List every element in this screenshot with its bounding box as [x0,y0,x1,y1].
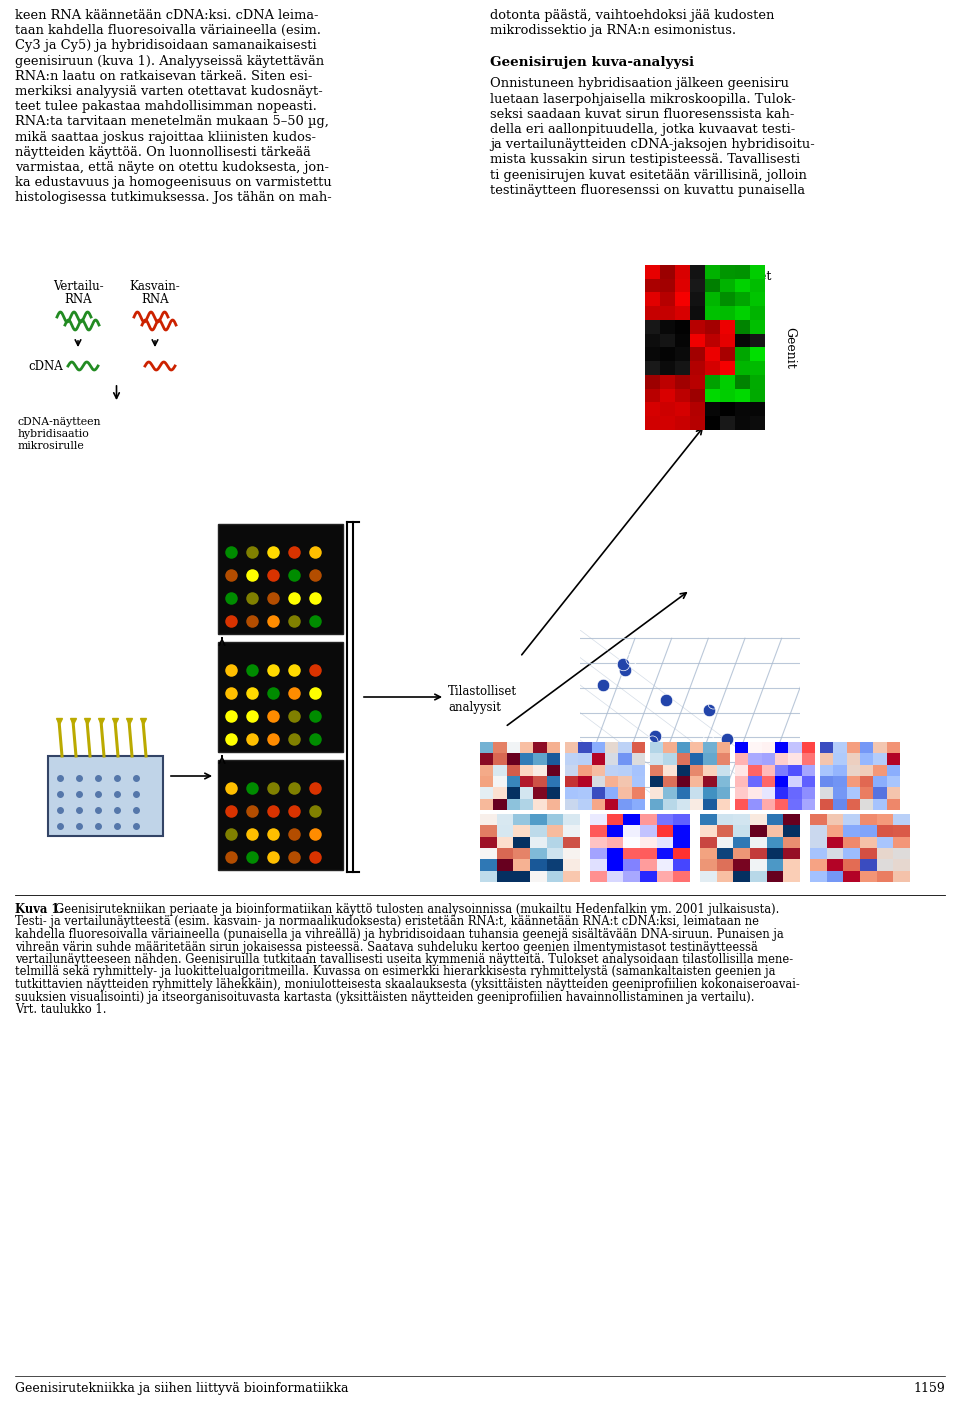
Text: hybridisaatio: hybridisaatio [18,429,89,439]
Text: Onnistuneen hybridisaation jälkeen geenisiru: Onnistuneen hybridisaation jälkeen geeni… [490,77,789,90]
Text: näytteiden käyttöä. On luonnollisesti tärkeää: näytteiden käyttöä. On luonnollisesti tä… [15,146,311,158]
Text: testinäytteen fluoresenssi on kuvattu punaisella: testinäytteen fluoresenssi on kuvattu pu… [490,184,805,196]
Text: Kasvain-: Kasvain- [130,280,180,293]
Text: mista kussakin sirun testipisteessä. Tavallisesti: mista kussakin sirun testipisteessä. Tav… [490,153,800,167]
Text: ti geenisirujen kuvat esitetään värillisinä, jolloin: ti geenisirujen kuvat esitetään värillis… [490,168,806,182]
Text: seksi saadaan kuvat sirun fluoresenssista kah-: seksi saadaan kuvat sirun fluoresenssist… [490,108,794,121]
Text: ja vertailunäytteiden cDNA-jaksojen hybridisoitu-: ja vertailunäytteiden cDNA-jaksojen hybr… [490,139,815,151]
Text: telmillä sekä ryhmittely- ja luokittelualgoritmeilla. Kuvassa on esimerkki hiera: telmillä sekä ryhmittely- ja luokittelua… [15,966,776,979]
Text: Vertailu-: Vertailu- [53,280,104,293]
Text: suuksien visualisointi) ja itseorganisoituvasta kartasta (yksittäisten näytteide: suuksien visualisointi) ja itseorganisoi… [15,990,755,1004]
Text: cDNA: cDNA [28,360,62,373]
Text: mikrodissektio ja RNA:n esimonistus.: mikrodissektio ja RNA:n esimonistus. [490,24,736,38]
Text: keen RNA käännetään cDNA:ksi. cDNA leima-: keen RNA käännetään cDNA:ksi. cDNA leima… [15,8,319,22]
Text: taan kahdella fluoresoivalla väriaineella (esim.: taan kahdella fluoresoivalla väriaineell… [15,24,321,38]
Text: analyysit: analyysit [448,701,501,714]
Text: vertailunäytteeseen nähden. Geenisiruilla tutkitaan tavallisesti useita kymmeniä: vertailunäytteeseen nähden. Geenisiruill… [15,953,793,966]
Text: varmistaa, että näyte on otettu kudoksesta, jon-: varmistaa, että näyte on otettu kudokses… [15,161,329,174]
FancyBboxPatch shape [218,642,343,751]
Text: RNA:ta tarvitaan menetelmän mukaan 5–50 µg,: RNA:ta tarvitaan menetelmän mukaan 5–50 … [15,115,329,129]
Text: luetaan laserpohjaisella mikroskoopilla. Tulok-: luetaan laserpohjaisella mikroskoopilla.… [490,93,796,105]
Text: Testi- ja vertailunäytteestä (esim. kasvain- ja normaalikudoksesta) eristetään R: Testi- ja vertailunäytteestä (esim. kasv… [15,916,759,928]
Text: geenisiruun (kuva 1). Analyyseissä käytettävän: geenisiruun (kuva 1). Analyyseissä käyte… [15,55,324,67]
Text: Tilastolliset: Tilastolliset [448,686,517,698]
FancyBboxPatch shape [48,756,163,836]
FancyBboxPatch shape [218,760,343,871]
Text: RNA: RNA [64,293,92,306]
Text: cDNA-näytteen: cDNA-näytteen [18,416,102,428]
Text: RNA:n laatu on ratkaisevan tärkeä. Siten esi-: RNA:n laatu on ratkaisevan tärkeä. Siten… [15,70,312,83]
Text: della eri aallonpituudella, jotka kuvaavat testi-: della eri aallonpituudella, jotka kuvaav… [490,123,795,136]
Text: kahdella fluoresoivalla väriaineella (punaisella ja vihreällä) ja hybridisoidaan: kahdella fluoresoivalla väriaineella (pu… [15,928,783,941]
Text: tutkittavien näytteiden ryhmittely lähekkäin), moniulotteisesta skaalauksesta (y: tutkittavien näytteiden ryhmittely lähek… [15,979,800,991]
Text: merkiksi analyysiä varten otettavat kudosnäyt-: merkiksi analyysiä varten otettavat kudo… [15,86,323,98]
Text: Kasvainnäytteet: Kasvainnäytteet [669,271,771,283]
Text: mikrosirulle: mikrosirulle [18,442,84,451]
Text: Vrt. taulukko 1.: Vrt. taulukko 1. [15,1002,107,1016]
Text: Geenit: Geenit [783,327,796,369]
Text: Cy3 ja Cy5) ja hybridisoidaan samanaikaisesti: Cy3 ja Cy5) ja hybridisoidaan samanaikai… [15,39,317,52]
Text: Geenisirutekniikan periaate ja bioinformatiikan käyttö tulosten analysoinnissa (: Geenisirutekniikan periaate ja bioinform… [55,903,780,916]
Text: Kuva 1.: Kuva 1. [15,903,67,916]
Text: RNA: RNA [141,293,169,306]
Text: histologisessa tutkimuksessa. Jos tähän on mah-: histologisessa tutkimuksessa. Jos tähän … [15,192,332,205]
Text: mikä saattaa joskus rajoittaa kliinisten kudos-: mikä saattaa joskus rajoittaa kliinisten… [15,130,316,143]
Text: ka edustavuus ja homogeenisuus on varmistettu: ka edustavuus ja homogeenisuus on varmis… [15,177,332,189]
Text: teet tulee pakastaa mahdollisimman nopeasti.: teet tulee pakastaa mahdollisimman nopea… [15,100,317,114]
FancyBboxPatch shape [218,524,343,634]
Text: dotonta päästä, vaihtoehdoksi jää kudosten: dotonta päästä, vaihtoehdoksi jää kudost… [490,8,775,22]
Text: Geenisirujen kuva-analyysi: Geenisirujen kuva-analyysi [490,56,694,69]
Text: 1159: 1159 [913,1382,945,1395]
Text: Geenisirutekniikka ja siihen liittyvä bioinformatiikka: Geenisirutekniikka ja siihen liittyvä bi… [15,1382,348,1395]
Text: vihreän värin suhde määritetään sirun jokaisessa pisteessä. Saatava suhdeluku ke: vihreän värin suhde määritetään sirun jo… [15,941,757,953]
